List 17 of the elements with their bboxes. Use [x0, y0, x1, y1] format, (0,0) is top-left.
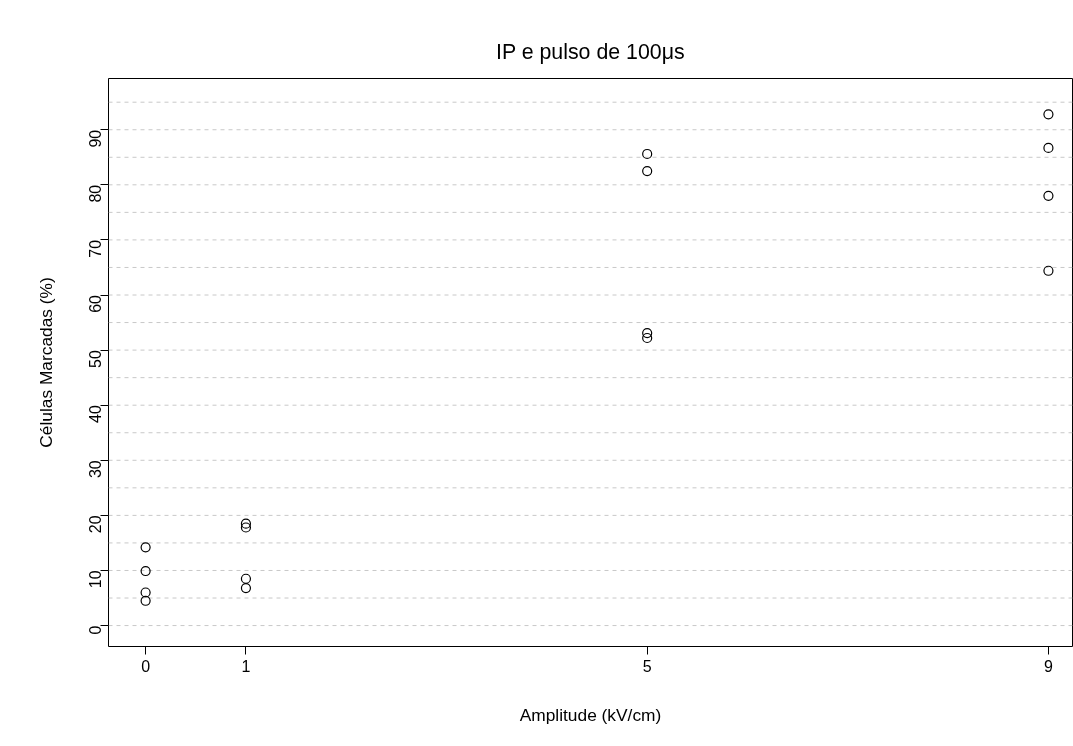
- y-tick-label: 10: [87, 570, 105, 589]
- chart-title: IP e pulso de 100μs: [496, 39, 685, 64]
- y-tick-label: 0: [87, 625, 105, 635]
- y-tick-label: 70: [87, 239, 105, 258]
- y-axis-title: Células Marcadas (%): [35, 277, 56, 448]
- x-tick-label: 0: [141, 657, 151, 675]
- y-tick-label: 30: [87, 460, 105, 479]
- y-tick-label: 60: [87, 294, 105, 313]
- x-tick-label: 9: [1043, 657, 1053, 675]
- x-tick-label: 1: [241, 657, 251, 675]
- y-tick-label: 40: [87, 405, 105, 423]
- x-axis-title: Amplitude (kV/cm): [519, 704, 662, 725]
- y-tick-label: 50: [87, 350, 105, 368]
- y-tick-label: 80: [87, 184, 105, 203]
- x-tick-label: 5: [642, 657, 652, 675]
- y-tick-label: 20: [87, 515, 105, 534]
- y-tick-label: 90: [87, 129, 105, 148]
